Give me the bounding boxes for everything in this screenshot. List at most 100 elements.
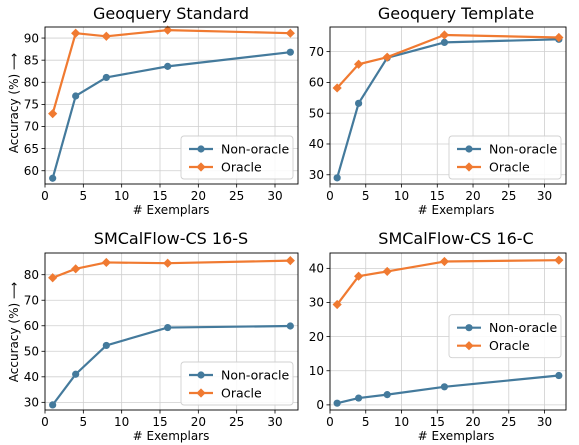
x-tick-label: 0 (41, 415, 49, 429)
legend-box (448, 135, 562, 180)
data-point (49, 401, 57, 409)
x-axis-label: # Exemplars (133, 429, 210, 443)
x-tick-label: 20 (465, 415, 480, 429)
ticks: 0 5 10 15 20 25 30 30 40 50 60 70 (309, 45, 552, 203)
x-tick-label: 10 (394, 415, 409, 429)
x-tick-label: 15 (430, 415, 445, 429)
y-tick-label: 75 (24, 98, 39, 112)
chart-title: SMCalFlow-CS 16-C (378, 229, 533, 248)
legend: Non-oracle Oracle (448, 314, 562, 359)
x-tick-label: 10 (114, 415, 129, 429)
chart-smcalflow-cs-16-c: SMCalFlow-CS 16-C # Exemplars 0 5 10 15 20 25… (309, 229, 567, 443)
series-oracle (332, 30, 564, 93)
y-tick-label: 40 (309, 137, 324, 151)
series-non-oracle (333, 371, 563, 407)
x-tick-label: 0 (326, 415, 334, 429)
y-tick-label: 60 (309, 76, 324, 90)
legend-marker (197, 145, 205, 153)
y-axis-label: Accuracy (%) ⟶ (7, 282, 21, 382)
y-tick-label: 70 (309, 45, 324, 59)
data-point (332, 299, 342, 310)
x-tick-label: 25 (501, 415, 516, 429)
y-tick-label: 70 (24, 120, 39, 134)
data-point (555, 371, 563, 380)
series-non-oracle (49, 322, 294, 409)
data-point (333, 174, 341, 182)
chart-smcalflow-cs-16-s: SMCalFlow-CS 16-S Accuracy (%) ⟶ # Exemp… (7, 229, 299, 443)
x-tick-label: 5 (80, 415, 88, 429)
legend: Non-oracle Oracle (180, 361, 294, 406)
data-point (355, 394, 363, 402)
data-point (163, 258, 173, 268)
x-tick-label: 0 (326, 189, 334, 203)
x-axis-label: # Exemplars (418, 429, 495, 443)
y-tick-label: 10 (309, 364, 324, 378)
legend-marker (464, 162, 474, 172)
ticks: 0 5 10 15 20 25 30 30 40 50 60 70 80 (24, 268, 283, 429)
y-tick-label: 90 (24, 31, 39, 45)
y-tick-label: 85 (24, 53, 39, 67)
x-tick-label: 30 (537, 189, 552, 203)
x-tick-label: 25 (501, 189, 516, 203)
y-tick-label: 60 (24, 164, 39, 178)
data-point (554, 32, 564, 43)
legend-box (180, 135, 294, 180)
y-tick-label: 70 (24, 293, 39, 307)
x-tick-label: 15 (152, 415, 167, 429)
y-tick-label: 50 (309, 106, 324, 120)
data-point (101, 257, 111, 268)
y-tick-label: 80 (24, 75, 39, 89)
data-point (72, 92, 80, 100)
ticks: 0 5 10 15 20 25 30 0 10 20 30 40 (309, 262, 552, 429)
legend-label: Non-oracle (221, 367, 289, 382)
y-tick-label: 65 (24, 142, 39, 156)
y-tick-label: 60 (24, 319, 39, 333)
y-axis-label: Accuracy (%) ⟶ (7, 53, 21, 153)
legend-label: Oracle (221, 385, 262, 400)
x-tick-label: 30 (267, 189, 282, 203)
y-tick-label: 0 (316, 398, 324, 412)
x-tick-label: 20 (465, 189, 480, 203)
legend-box (180, 361, 294, 406)
plot-frame (329, 26, 567, 185)
data-point (72, 370, 80, 378)
x-axis-label: # Exemplars (133, 203, 210, 217)
y-tick-label: 30 (24, 396, 39, 410)
legend-label: Oracle (489, 338, 530, 353)
data-point (333, 399, 341, 407)
y-tick-label: 30 (309, 296, 324, 310)
legend-marker (197, 371, 205, 379)
data-point (286, 48, 294, 56)
data-point (71, 28, 81, 38)
data-point (164, 62, 172, 70)
legend-label: Non-oracle (221, 141, 289, 156)
data-point (285, 28, 295, 38)
data-point (49, 174, 57, 182)
series-oracle (48, 25, 295, 119)
plot-frame (44, 26, 299, 185)
legend-marker (464, 341, 474, 351)
y-tick-label: 30 (309, 168, 324, 182)
series-oracle (48, 256, 295, 283)
chart-title: Geoquery Template (378, 4, 534, 23)
chart-title: Geoquery Standard (93, 4, 249, 23)
data-point (163, 25, 173, 35)
legend-box (448, 314, 562, 359)
y-tick-label: 40 (309, 262, 324, 276)
data-point (332, 83, 342, 93)
chart-geoquery-standard: Geoquery Standard Accuracy (%) ⟶ # Exemp… (7, 4, 299, 217)
x-tick-label: 20 (191, 415, 206, 429)
x-tick-label: 5 (362, 415, 370, 429)
y-tick-label: 50 (24, 344, 39, 358)
x-tick-label: 5 (362, 189, 370, 203)
x-tick-label: 30 (267, 415, 282, 429)
series-non-oracle (49, 48, 294, 182)
x-tick-label: 5 (80, 189, 88, 203)
y-tick-label: 80 (24, 268, 39, 282)
data-point (440, 383, 449, 391)
x-tick-label: 25 (229, 415, 244, 429)
data-point (354, 271, 364, 281)
x-tick-label: 15 (152, 189, 167, 203)
x-tick-label: 25 (229, 189, 244, 203)
data-point (354, 59, 364, 69)
